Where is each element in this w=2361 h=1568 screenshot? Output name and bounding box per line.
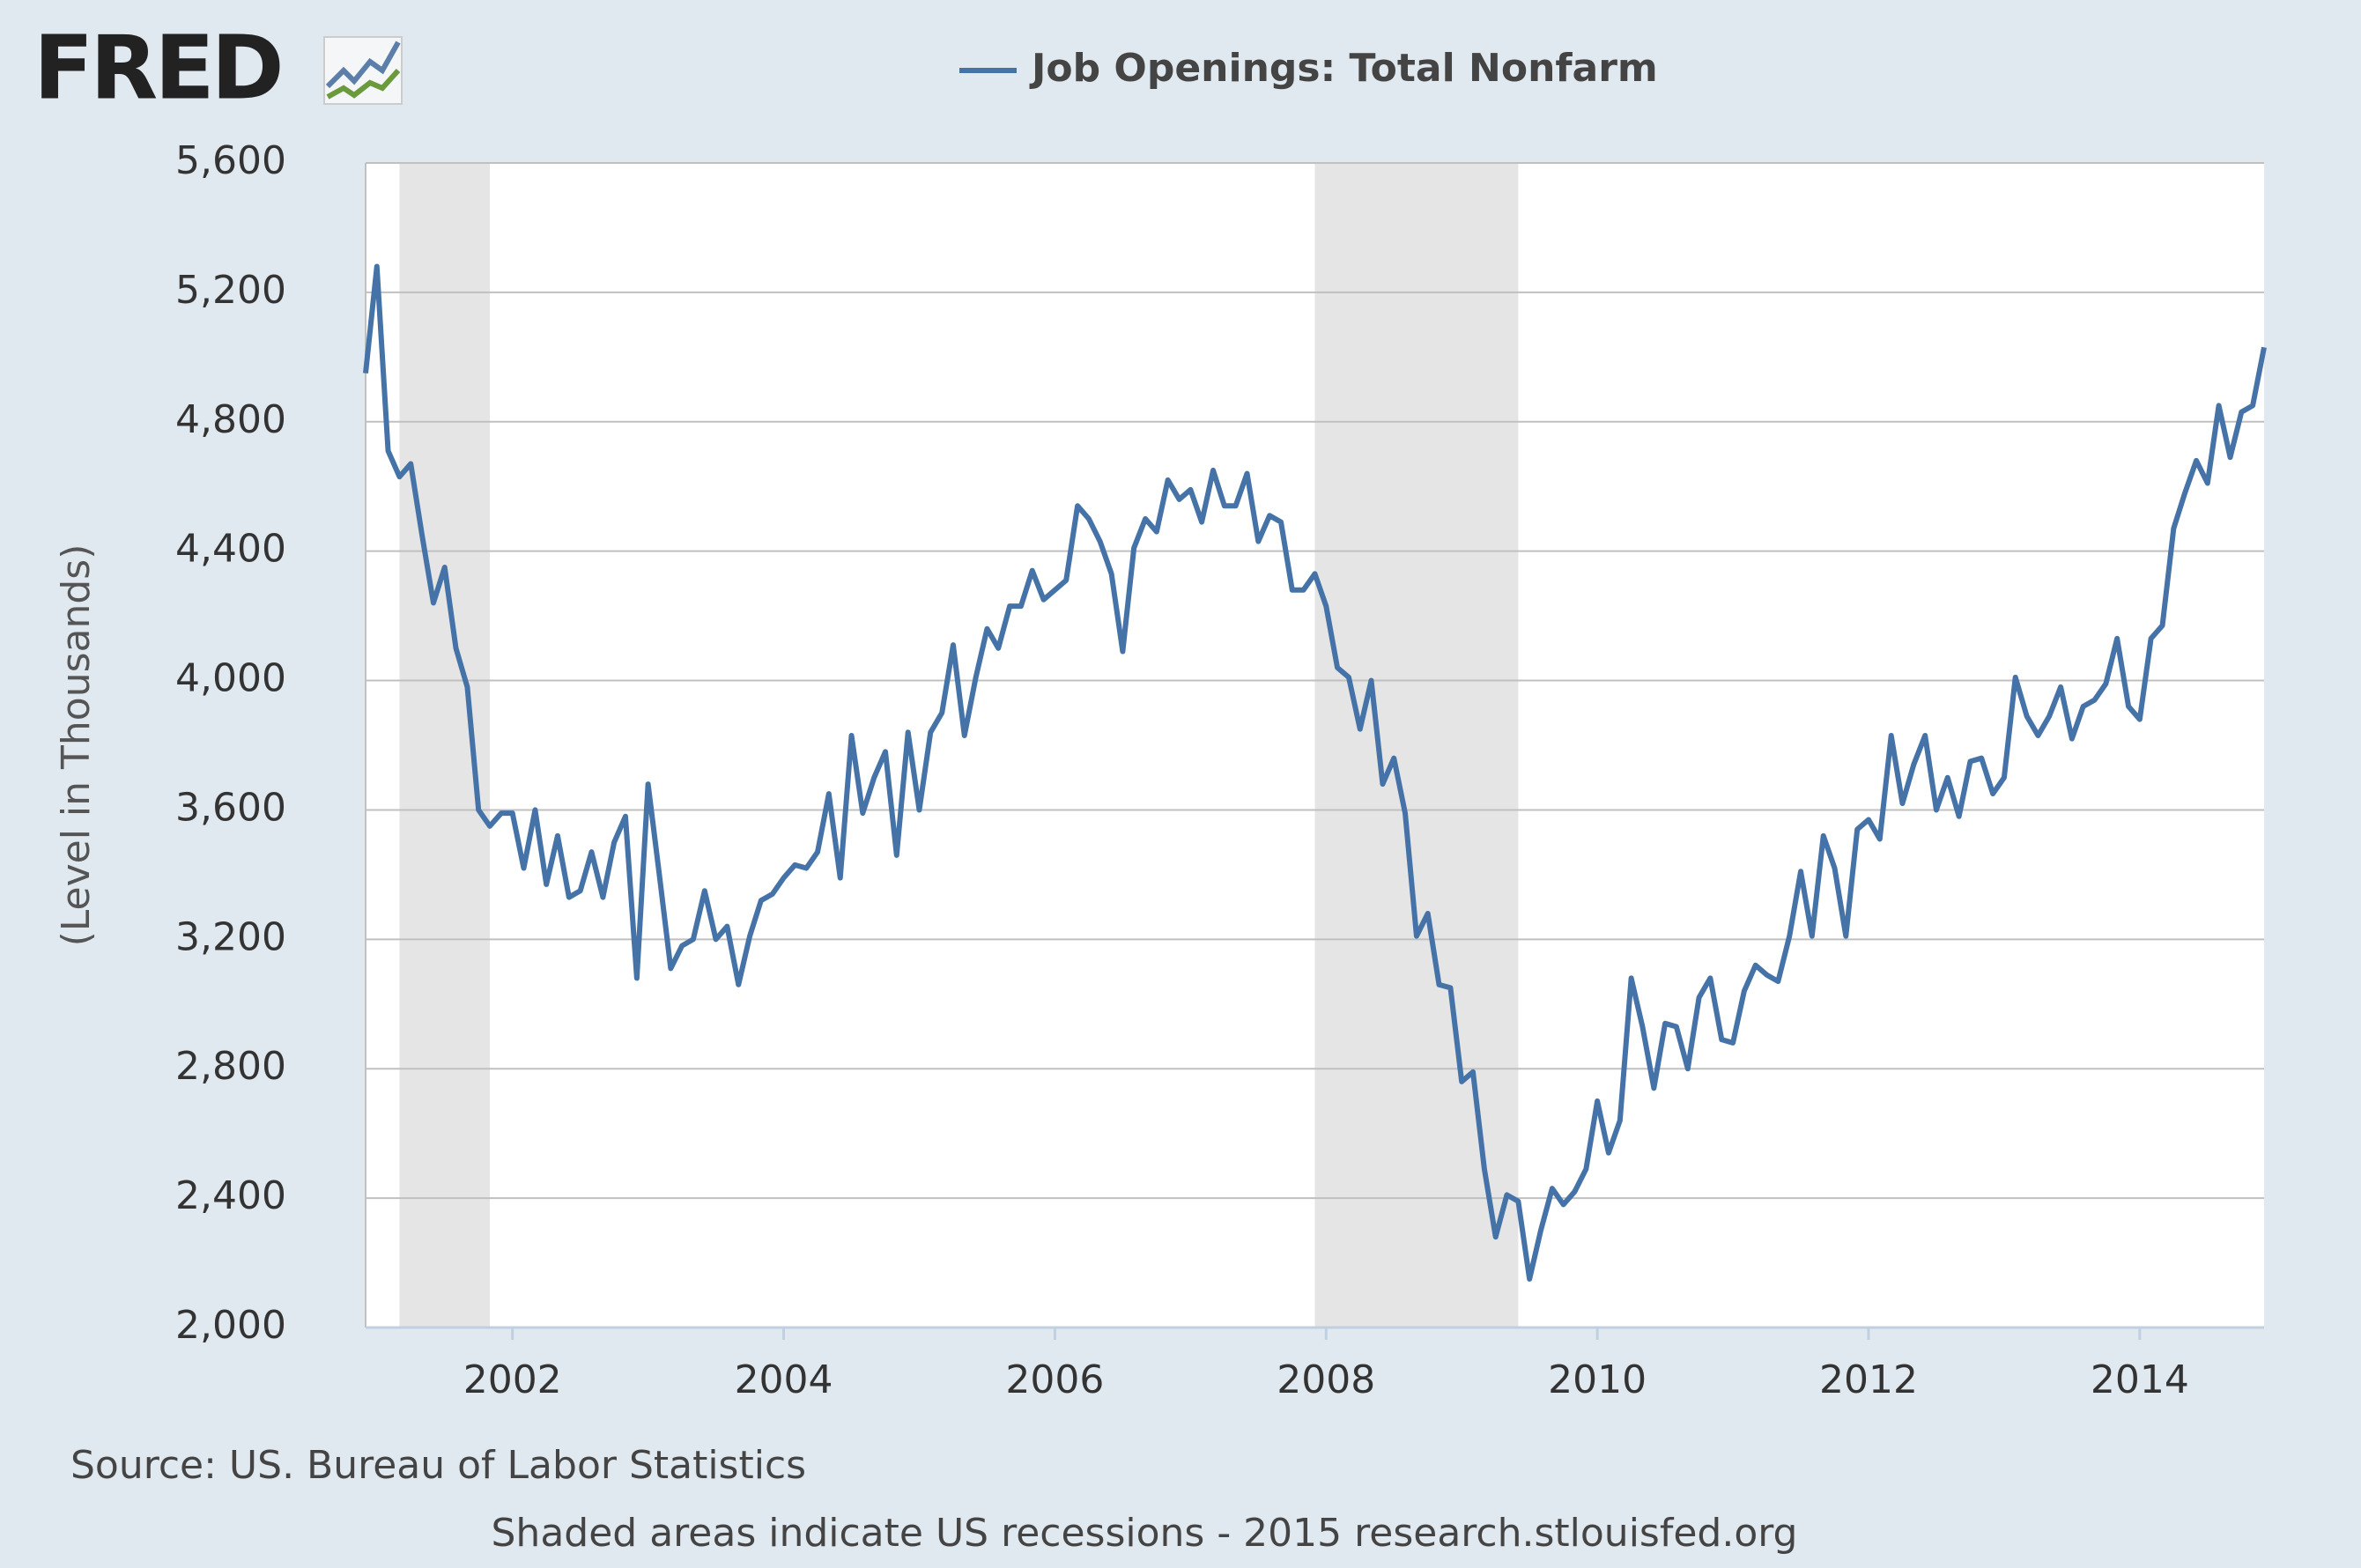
series-line	[363, 263, 2267, 1282]
y-tick-label: 2,400	[175, 1173, 286, 1218]
note: Shaded areas indicate US recessions - 20…	[492, 1511, 1798, 1556]
x-tick-label: 2002	[463, 1357, 562, 1402]
x-tick-label: 2010	[1548, 1357, 1647, 1402]
recession-shade	[399, 163, 490, 1328]
y-tick-label: 4,000	[175, 656, 286, 701]
y-tick-label: 4,800	[175, 397, 286, 442]
y-tick-label: 5,200	[175, 268, 286, 313]
x-tick-label: 2004	[735, 1357, 833, 1402]
legend-label: Job Openings: Total Nonfarm	[1029, 46, 1658, 91]
y-tick-label: 4,400	[175, 527, 286, 572]
x-tick-label: 2012	[1819, 1357, 1918, 1402]
source: Source: US. Bureau of Labor Statistics	[70, 1443, 806, 1488]
y-tick-label: 5,600	[175, 138, 286, 183]
y-axis-label: (Level in Thousands)	[54, 544, 99, 947]
y-tick-label: 2,000	[175, 1303, 286, 1348]
x-tick-label: 2014	[2091, 1357, 2189, 1402]
y-tick-label: 3,600	[175, 785, 286, 830]
x-tick-label: 2008	[1277, 1357, 1375, 1402]
logo: FRED	[33, 16, 281, 119]
y-tick-label: 2,800	[175, 1044, 286, 1089]
x-tick-label: 2006	[1005, 1357, 1104, 1402]
recession-shade	[1314, 163, 1519, 1328]
logo-icon	[323, 36, 403, 105]
y-tick-label: 3,200	[175, 914, 286, 959]
